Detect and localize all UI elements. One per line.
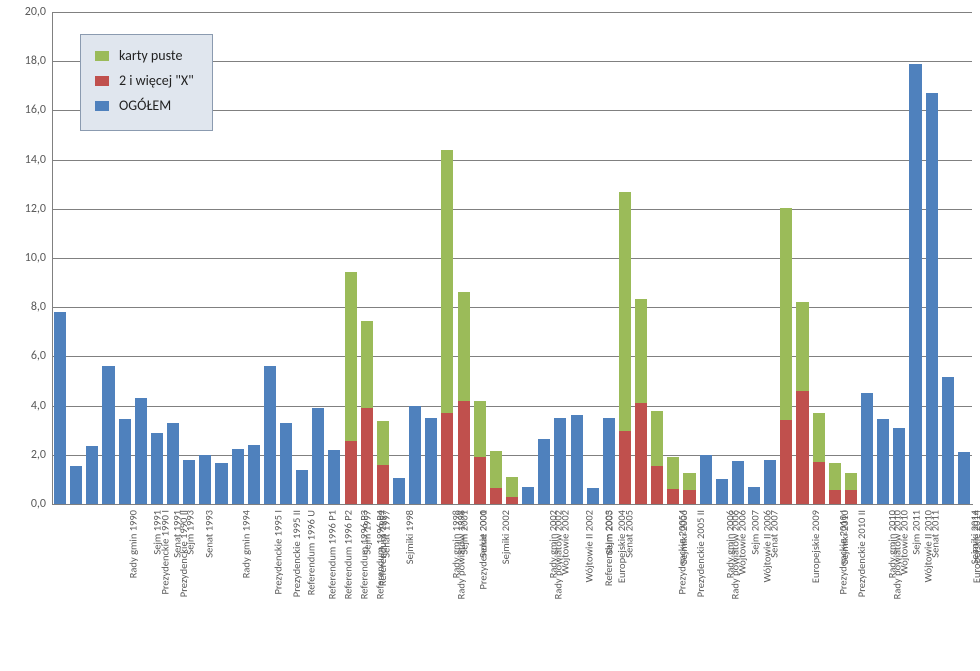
x-tick-label: Wójtowie II 2002 <box>582 510 595 582</box>
x-tick-label: Sejm 1997 <box>361 510 374 555</box>
x-tick-label: Sejm 1993 <box>183 510 196 555</box>
x-tick-label: Rady gmin 2006 <box>724 510 737 578</box>
legend-swatch <box>95 101 109 111</box>
legend-item: karty puste <box>95 47 194 64</box>
chart-container: 0,02,04,06,08,010,012,014,016,018,020,0 … <box>0 0 980 671</box>
y-tick-label: 8,0 <box>10 300 46 314</box>
x-tick-label: Sejmiki 2010 <box>839 510 852 564</box>
x-tick-label: Sejmiki 1998 <box>403 510 416 564</box>
legend-label: 2 i więcej "X" <box>119 72 194 89</box>
x-tick-label: Sejm 1991 <box>151 510 164 555</box>
x-tick-label: Rady gmin 2002 <box>546 510 559 578</box>
x-tick-label: Senat 2011 <box>929 510 942 558</box>
y-tick-label: 20,0 <box>10 5 46 19</box>
x-tick-label: Wójtowie 2010 <box>897 510 910 575</box>
x-tick-label: Sejm 2011 <box>910 510 923 555</box>
y-tick-label: 10,0 <box>10 251 46 265</box>
x-tick-label: Sejm 2007 <box>748 510 761 555</box>
x-tick-label: Wójtowie 2006 <box>736 510 749 575</box>
x-tick-label: Prezydenckie 2005 II <box>694 510 707 597</box>
legend-swatch <box>95 76 109 86</box>
x-tick-label: Sejmiki 2002 <box>500 510 513 564</box>
x-tick-label: Europejskie 2009 <box>809 510 822 583</box>
y-tick-label: 0,0 <box>10 497 46 511</box>
x-tick-label: Sejm 2005 <box>603 510 616 555</box>
y-tick-label: 2,0 <box>10 448 46 462</box>
x-tick-label: Referendum 1996 P1 <box>325 510 338 599</box>
x-tick-label: Senat 2005 <box>622 510 635 558</box>
x-tick-label: Sejmiki 2014 <box>968 510 980 564</box>
x-tick-label: Sejmiki 2006 <box>677 510 690 564</box>
legend-swatch <box>95 51 109 61</box>
legend-item: 2 i więcej "X" <box>95 72 194 89</box>
y-tick-label: 6,0 <box>10 349 46 363</box>
x-tick-label: Prezydenckie 2010 II <box>855 510 868 597</box>
x-tick-label: Senat 2007 <box>768 510 781 558</box>
y-tick-label: 16,0 <box>10 103 46 117</box>
legend-label: karty puste <box>119 47 182 64</box>
y-tick-label: 12,0 <box>10 202 46 216</box>
x-tick-label: Wójtowie 2002 <box>559 510 572 575</box>
x-tick-label: Referendum 1996 U <box>305 510 318 595</box>
x-tick-label: Rady gmin 2010 <box>885 510 898 578</box>
x-tick-label: Rady gmin 1994 <box>239 510 252 578</box>
x-tick-label: Rady gmin 1990 <box>126 510 139 578</box>
x-tick-label: Senat 1997 <box>380 510 393 558</box>
x-tick-label: Sejm 2001 <box>458 510 471 555</box>
legend-label: OGÓŁEM <box>119 97 171 114</box>
x-tick-label: Senat 1993 <box>203 510 216 558</box>
x-tick-label: Referendum 1996 P2 <box>341 510 354 599</box>
y-tick-label: 4,0 <box>10 399 46 413</box>
legend: karty puste 2 i więcej "X" OGÓŁEM <box>80 34 213 131</box>
x-tick-label: Senat 1991 <box>170 510 183 558</box>
x-tick-label: Senat 2001 <box>477 510 490 558</box>
y-tick-label: 18,0 <box>10 54 46 68</box>
x-tick-label: Prezydenckie 1995 II <box>291 510 304 597</box>
x-tick-label: Prezydenckie 1995 I <box>272 510 285 595</box>
y-tick-label: 14,0 <box>10 153 46 167</box>
legend-item: OGÓŁEM <box>95 97 194 114</box>
